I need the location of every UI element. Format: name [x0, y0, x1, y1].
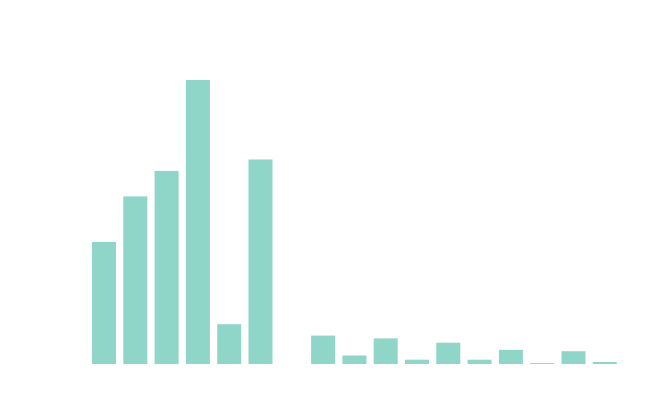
bars-group	[92, 80, 617, 364]
bar-8	[311, 335, 336, 364]
bar-5	[217, 324, 242, 364]
bar-16	[561, 351, 586, 364]
bar-13	[467, 359, 492, 364]
bar-9	[342, 355, 367, 364]
bar-17	[592, 362, 617, 364]
bar-1	[92, 241, 116, 364]
bar-4	[185, 80, 210, 364]
bar-12	[436, 342, 461, 364]
bar-10	[373, 338, 398, 364]
bar-11	[405, 359, 429, 364]
bar-2	[123, 196, 148, 364]
bar-3	[154, 170, 179, 364]
bar-6	[248, 159, 273, 364]
bar-15	[530, 363, 555, 364]
bar-14	[498, 349, 523, 364]
